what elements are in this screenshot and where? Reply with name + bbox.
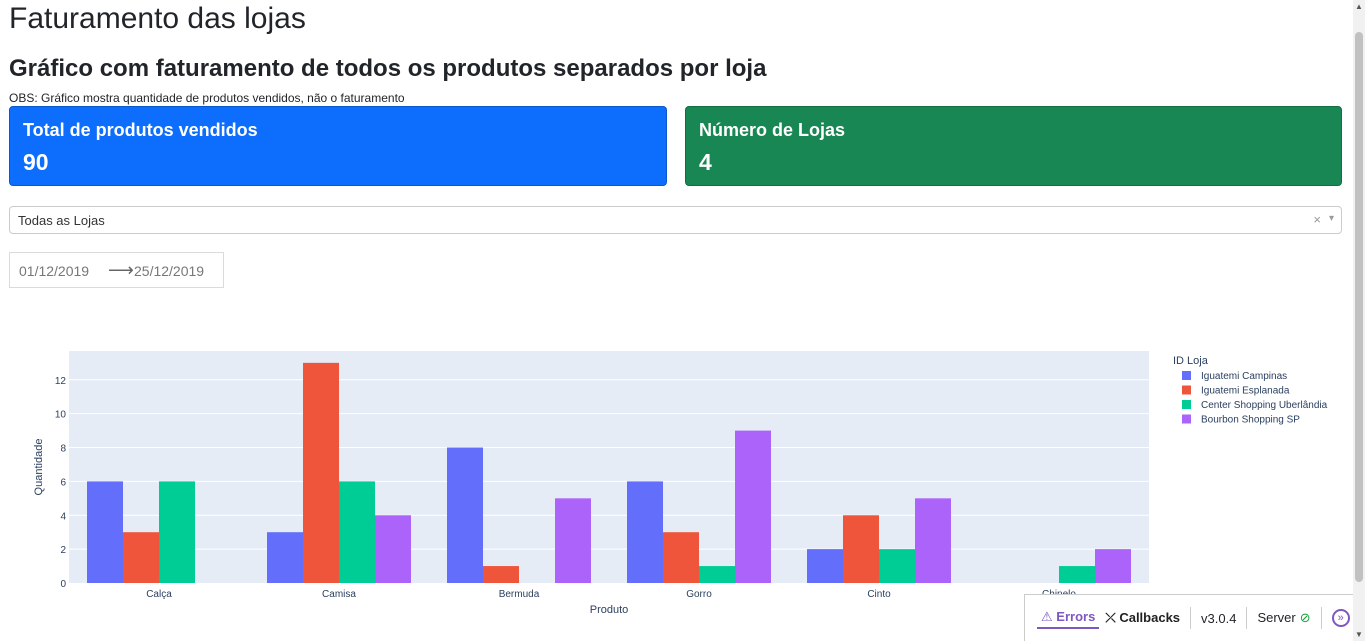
x-axis-label: Produto [590,604,629,616]
scrollbar-thumb[interactable] [1355,32,1363,582]
divider [1246,607,1248,629]
bar [735,430,771,583]
page-scrollbar[interactable]: ▲ ▼ [1353,0,1365,641]
bar-chart: 024681012CalçaCamisaBermudaGorroCintoChi… [33,351,1328,616]
y-tick-label: 10 [55,410,67,421]
callbacks-tab[interactable]: ⤫ Callbacks [1105,610,1181,625]
scroll-down-icon[interactable]: ▼ [1355,630,1363,639]
bar [159,481,195,583]
bar [267,532,303,583]
store-dropdown[interactable]: Todas as Lojas × ▾ [9,206,1342,234]
double-chevron-right-icon[interactable]: » [1331,609,1350,627]
page-subtitle: Gráfico com faturamento de todos os prod… [9,55,767,82]
legend-item: Bourbon Shopping SP [1201,415,1300,426]
x-tick-label: Camisa [322,589,356,600]
bar [1059,566,1095,583]
divider [1320,607,1322,629]
legend-swatch [1182,400,1191,409]
arrow-right-icon: ⟶ [108,260,134,280]
bar [699,566,735,583]
version-label: v3.0.4 [1201,610,1237,626]
bar [303,362,339,583]
x-tick-label: Cinto [867,589,891,600]
y-tick-label: 0 [60,579,66,590]
bar [483,566,519,583]
total-products-label: Total de produtos vendidos [23,120,258,140]
y-tick-label: 4 [60,511,66,522]
y-tick-label: 8 [60,444,66,455]
legend-swatch [1182,371,1191,380]
scroll-up-icon[interactable]: ▲ [1355,2,1363,11]
bar [87,481,123,583]
divider [1190,607,1192,629]
y-axis-label: Quantidade [33,439,45,496]
store-count-value: 4 [699,149,712,175]
errors-label: Errors [1056,609,1096,624]
legend-swatch [1182,414,1191,424]
total-products-value: 90 [23,149,49,175]
server-label: Server [1257,610,1296,625]
legend-item: Center Shopping Uberlândia [1201,400,1328,411]
bar [447,447,483,583]
bar [339,481,375,583]
bar [375,515,411,583]
date-range-picker: 01/12/2019 ⟶ 25/12/2019 [9,252,224,288]
bar [915,498,951,583]
bar [843,515,879,583]
errors-tab[interactable]: ⚠ Errors [1037,607,1100,629]
x-tick-label: Gorro [686,589,712,600]
legend-item: Iguatemi Campinas [1201,371,1287,382]
x-tick-label: Calça [146,589,172,600]
total-products-card: Total de produtos vendidos 90 [9,106,667,186]
bar [1095,549,1131,583]
x-tick-label: Bermuda [499,589,540,600]
bar [555,498,591,583]
store-count-card: Número de Lojas 4 [685,106,1342,186]
y-tick-label: 12 [55,376,67,387]
y-tick-label: 6 [60,477,66,488]
legend-swatch [1182,385,1191,395]
legend-item: Iguatemi Esplanada [1201,386,1290,397]
store-count-label: Número de Lojas [699,120,846,140]
server-status: Server ⊘ [1257,610,1310,626]
page-title: Faturamento das lojas [9,2,306,35]
plot-background [69,351,1149,583]
check-circle-icon: ⊘ [1299,610,1311,625]
bar [663,532,699,583]
chevron-down-icon[interactable]: ▾ [1328,213,1334,224]
bar [879,549,915,583]
legend-title: ID Loja [1173,355,1209,367]
dash-devtools-bar: ⚠ Errors ⤫ Callbacks v3.0.4 Server ⊘ » [1024,594,1353,641]
date-end-input[interactable]: 25/12/2019 [134,263,205,279]
date-start-input[interactable]: 01/12/2019 [19,263,90,279]
store-dropdown-value: Todas as Lojas [18,213,105,228]
bar [123,532,159,583]
y-tick-label: 2 [60,545,66,556]
obs-note: OBS: Gráfico mostra quantidade de produt… [9,91,405,105]
callbacks-label: Callbacks [1119,610,1181,625]
clear-icon[interactable]: × [1313,212,1321,227]
bar [807,549,843,583]
bar [627,481,663,583]
